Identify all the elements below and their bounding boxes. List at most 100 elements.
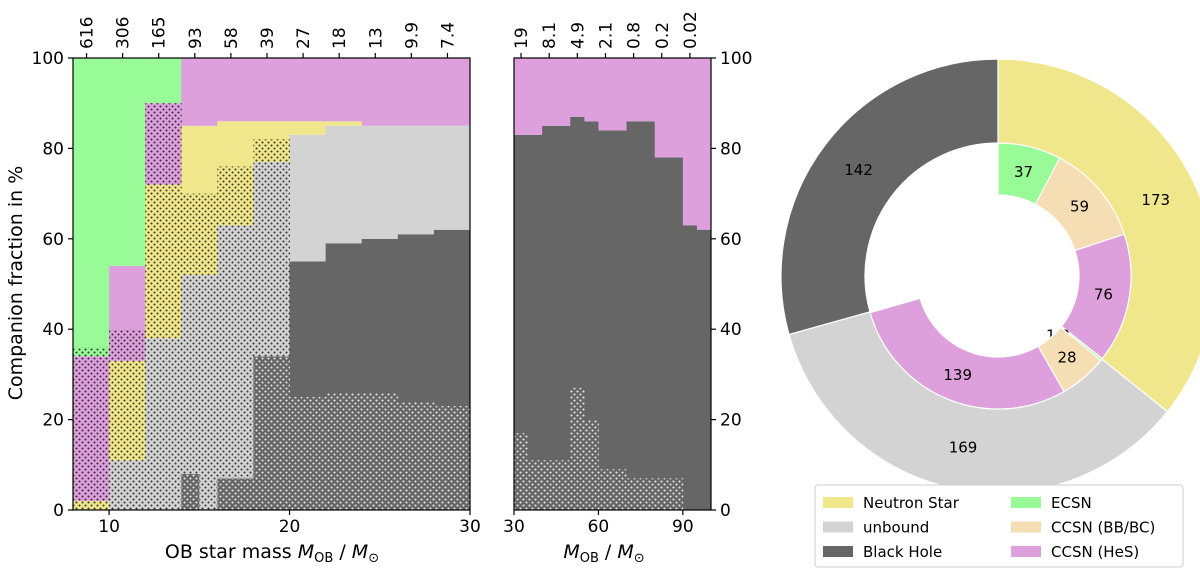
obe-hatch <box>528 460 543 510</box>
bar-segment-hes <box>217 58 254 122</box>
bar-segment-wd <box>145 58 182 104</box>
inner-label: 59 <box>1070 198 1089 216</box>
top-tick-label: 616 <box>78 17 98 49</box>
bar-segment-unb <box>397 125 435 235</box>
top-tick-label: 27 <box>294 27 314 49</box>
obe-hatch <box>217 478 254 510</box>
donut-legend-label: CCSN (BB/BC) <box>1051 519 1155 537</box>
obe-hatch <box>73 356 110 501</box>
x-tick-label: 60 <box>588 517 610 537</box>
top-tick-label: 0.02 <box>681 11 701 49</box>
obe-hatch <box>253 139 290 162</box>
obe-hatch <box>217 166 254 226</box>
obe-hatch <box>181 274 200 474</box>
obe-hatch <box>253 161 290 357</box>
y-tick-label-right: 20 <box>720 411 742 431</box>
y-tick-label: 20 <box>42 411 64 431</box>
y-tick-label: 40 <box>42 320 64 340</box>
inner-label: 37 <box>1014 163 1033 181</box>
donut-legend-label: CCSN (HeS) <box>1051 543 1139 561</box>
left-bars <box>73 58 471 511</box>
bar-segment-ns <box>289 121 327 135</box>
obe-hatch <box>109 329 146 361</box>
donut-legend-label: ECSN <box>1051 494 1092 512</box>
bar-segment-unb <box>361 125 399 239</box>
bar-segment-hes <box>199 58 218 126</box>
inner-label: 28 <box>1058 349 1077 367</box>
donut-legend-label: Neutron Star <box>863 494 960 512</box>
bar-segment-hes <box>542 58 571 126</box>
obe-hatch <box>542 460 571 510</box>
obe-hatch <box>514 433 529 510</box>
bar-segment-hes <box>361 58 399 126</box>
bar-segment-hes <box>598 58 627 131</box>
obe-hatch <box>145 103 182 185</box>
obe-hatch <box>145 184 182 339</box>
top-tick-label: 4.9 <box>568 22 588 49</box>
bar-segment-unb <box>289 134 327 262</box>
obe-hatch <box>181 193 200 275</box>
top-tick-label: 165 <box>150 17 170 49</box>
y-tick-label: 100 <box>32 49 64 69</box>
bar-segment-bh <box>514 134 529 510</box>
y-axis-label: Companion fraction in % <box>5 166 27 401</box>
y-tick-label-right: 0 <box>720 501 731 521</box>
top-tick-label: 8.1 <box>540 22 560 49</box>
top-tick-label: 19 <box>512 27 532 49</box>
bar-segment-bh <box>598 130 627 510</box>
bar-segment-hes <box>654 58 684 158</box>
obe-hatch <box>598 469 627 510</box>
bar-segment-hes <box>325 58 363 122</box>
top-tick-label: 18 <box>330 27 350 49</box>
obe-hatch <box>109 360 146 461</box>
bar-segment-unb <box>325 125 363 244</box>
obe-hatch <box>570 387 585 510</box>
donut-legend: Neutron Star ECSN unbound CCSN (BB/BC) Black… <box>814 484 1184 568</box>
donut-legend-label: Black Hole <box>863 543 942 561</box>
bar-segment-hes <box>289 58 327 122</box>
x-tick-label: 90 <box>672 517 694 537</box>
bar-segment-hes <box>528 58 543 135</box>
y-tick-label-right: 40 <box>720 320 742 340</box>
bar-segment-hes <box>626 58 656 122</box>
obe-hatch <box>109 460 146 510</box>
x-tick-label: 20 <box>279 517 301 537</box>
obe-hatch <box>397 401 435 510</box>
x-tick-label: 30 <box>503 517 525 537</box>
donut-legend-label: unbound <box>863 519 929 537</box>
top-tick-label: 2.1 <box>596 22 616 49</box>
donut-legend-swatch <box>823 521 853 533</box>
obe-hatch <box>325 392 363 510</box>
bar-segment-hes <box>397 58 435 126</box>
inner-label: 76 <box>1094 286 1113 304</box>
donut-chart: 1731691423759761.328139 <box>780 58 1200 494</box>
obe-hatch <box>626 478 656 510</box>
inner-label: 139 <box>943 366 972 384</box>
bar-segment-hes <box>570 58 585 117</box>
left-x-axis-label: OB star mass MOB / M⊙ <box>165 541 379 566</box>
donut-legend-swatch <box>1011 521 1041 533</box>
right-x-axis-label: MOB / M⊙ <box>563 541 644 566</box>
outer-label: 169 <box>949 438 978 456</box>
obe-hatch <box>145 338 182 510</box>
obe-hatch <box>433 406 471 510</box>
x-tick-label: 10 <box>98 517 120 537</box>
top-tick-label: 0.8 <box>625 22 645 49</box>
outer-label: 173 <box>1141 191 1170 209</box>
bar-segment-hes <box>696 58 712 230</box>
bar-segment-bh <box>584 121 599 510</box>
top-tick-label: 39 <box>258 27 278 49</box>
left-bar-panel: 10 20 30 616 306 165 93 58 39 27 18 13 9.9 7.4 0 20 40 60… <box>5 17 701 566</box>
obe-hatch <box>654 478 684 510</box>
donut-legend-box <box>814 484 1184 568</box>
obe-hatch <box>181 473 200 510</box>
y-tick-label-right: 80 <box>720 139 742 159</box>
axes-frame <box>513 57 712 511</box>
donut-legend-swatch <box>1011 497 1041 508</box>
obe-hatch <box>73 347 110 357</box>
outer-label: 142 <box>844 161 873 179</box>
top-tick-label: 9.9 <box>402 22 422 49</box>
bar-segment-hes <box>514 58 529 135</box>
